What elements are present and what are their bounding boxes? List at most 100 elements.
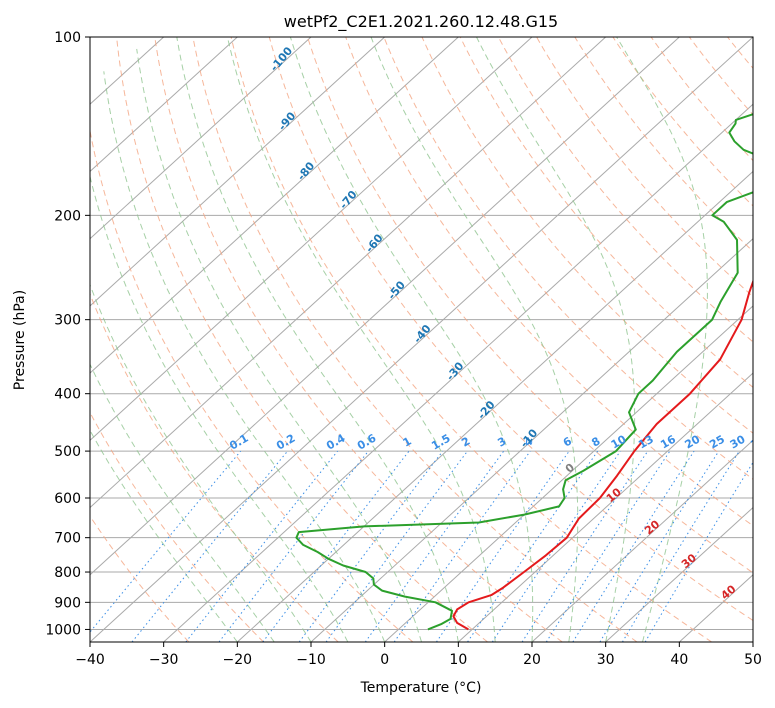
mixing-ratio-line xyxy=(572,450,695,642)
dry-adiabat-line xyxy=(90,128,414,642)
x-tick-label: −30 xyxy=(149,652,179,668)
y-tick-label: 800 xyxy=(54,565,81,581)
isotherm-line xyxy=(384,305,753,642)
y-tick-label: 900 xyxy=(54,595,81,611)
mixing-ratio-line xyxy=(90,450,242,633)
dry-adiabat-line xyxy=(90,515,190,642)
y-tick-label: 1000 xyxy=(45,622,81,638)
mixing-ratio-line xyxy=(644,461,753,642)
mixing-ratio-line xyxy=(364,450,505,642)
isotherm-label: 30 xyxy=(679,551,699,571)
isotherm-label: -50 xyxy=(385,278,408,302)
dewpoint-profile-line xyxy=(295,113,753,631)
moist-adiabat-line xyxy=(289,37,534,642)
dry-adiabat-line xyxy=(116,37,488,642)
mixing-ratio-label: 0.1 xyxy=(227,432,250,453)
moist-adiabat-line xyxy=(90,174,349,642)
dry-adiabat-line xyxy=(268,37,753,622)
dry-adiabat-line xyxy=(650,37,753,162)
x-tick-label: −20 xyxy=(223,652,253,668)
isotherm-line xyxy=(531,439,753,642)
mixing-ratio-label: 25 xyxy=(707,433,727,452)
mixing-ratio-label: 30 xyxy=(728,432,748,451)
dry-adiabat-line xyxy=(345,37,753,527)
mixing-ratio-line xyxy=(521,450,649,642)
line-labels: 0.1 0.2 0.4 0.6 1 1.5 2 3 4 6 8 10 13 16 20 25 30 36-100-… xyxy=(227,44,768,602)
data-series xyxy=(295,113,753,631)
y-tick-label: 300 xyxy=(54,313,81,329)
mixing-ratio-line xyxy=(621,450,740,642)
moist-adiabat-line xyxy=(103,71,386,642)
mixing-ratio-label: 16 xyxy=(658,432,678,451)
mixing-ratio-line xyxy=(185,450,338,642)
moist-adiabat-line xyxy=(616,37,708,642)
y-tick-label: 500 xyxy=(54,444,81,460)
isotherm-line xyxy=(752,641,753,642)
y-tick-label: 400 xyxy=(54,387,81,403)
moist-adiabat-line xyxy=(476,37,636,642)
isotherm-line xyxy=(90,37,459,374)
moist-adiabat-line xyxy=(226,37,496,642)
dry-adiabat-line xyxy=(154,37,563,642)
isotherm-line xyxy=(90,37,312,240)
isotherm-line xyxy=(90,37,680,576)
isotherm-label: -90 xyxy=(276,109,299,133)
isotherm-line xyxy=(457,372,753,642)
dry-adiabat-line xyxy=(90,292,339,642)
isotherm-label: -10 xyxy=(518,426,541,450)
mixing-ratio-line xyxy=(467,450,599,642)
chart-title: wetPf2_C2E1.2021.260.12.48.G15 xyxy=(284,12,558,32)
y-axis-title: Pressure (hPa) xyxy=(12,290,28,390)
plot-frame xyxy=(89,36,754,643)
isotherm-line xyxy=(605,506,753,642)
mixing-ratio-label: 1.5 xyxy=(429,432,452,453)
isotherm-line xyxy=(90,37,533,442)
x-tick-label: 30 xyxy=(597,652,615,668)
dry-adiabat-line xyxy=(574,37,753,252)
dry-adiabat-line xyxy=(90,411,264,642)
mixing-ratio-label: 36 xyxy=(748,432,768,451)
mixing-ratio-line xyxy=(435,450,570,642)
isotherm-line xyxy=(90,37,386,307)
x-tick-label: 0 xyxy=(380,652,389,668)
isotherm-label: -60 xyxy=(363,231,386,255)
background-lines xyxy=(90,37,753,642)
isotherm-label: -100 xyxy=(268,44,296,74)
y-tick-label: 100 xyxy=(54,30,81,46)
x-tick-label: 40 xyxy=(670,652,688,668)
isotherm-label: -20 xyxy=(475,398,498,422)
x-axis-title: Temperature (°C) xyxy=(360,680,482,696)
dry-adiabat-line xyxy=(192,37,638,642)
moist-adiabat-line xyxy=(136,48,422,642)
moist-adiabat-line xyxy=(370,37,579,642)
y-tick-label: 700 xyxy=(54,531,81,547)
mixing-ratio-label: 0.2 xyxy=(274,432,297,453)
isotherm-label: 20 xyxy=(642,517,662,537)
isotherm-line xyxy=(236,170,753,642)
moist-adiabat-line xyxy=(90,429,238,642)
dry-adiabat-line xyxy=(727,37,753,70)
mixing-ratio-label: 0.4 xyxy=(324,431,348,452)
y-tick-label: 600 xyxy=(54,491,81,507)
isotherm-label: -70 xyxy=(337,188,360,212)
moist-adiabat-line xyxy=(90,283,312,642)
y-tick-label: 200 xyxy=(54,208,81,224)
temperature-profile-line xyxy=(452,278,753,631)
mixing-ratio-line xyxy=(545,450,671,642)
mixing-ratio-line xyxy=(325,450,468,642)
mixing-ratio-label: 1 xyxy=(401,435,414,450)
mixing-ratio-line xyxy=(218,450,369,642)
dry-adiabat-line xyxy=(536,37,753,298)
dry-adiabat-line xyxy=(230,37,712,642)
moist-adiabat-line xyxy=(176,37,459,642)
dry-adiabat-line xyxy=(421,37,753,434)
dry-adiabat-line xyxy=(307,37,753,574)
isotherm-line xyxy=(163,103,753,642)
mixing-ratio-line xyxy=(599,450,720,642)
isotherm-label: 40 xyxy=(718,582,738,602)
isotherm-line xyxy=(310,237,753,642)
x-tick-label: 20 xyxy=(523,652,541,668)
isotherm-line xyxy=(90,37,753,642)
mixing-ratio-line xyxy=(298,450,444,642)
x-tick-label: 50 xyxy=(744,652,762,668)
